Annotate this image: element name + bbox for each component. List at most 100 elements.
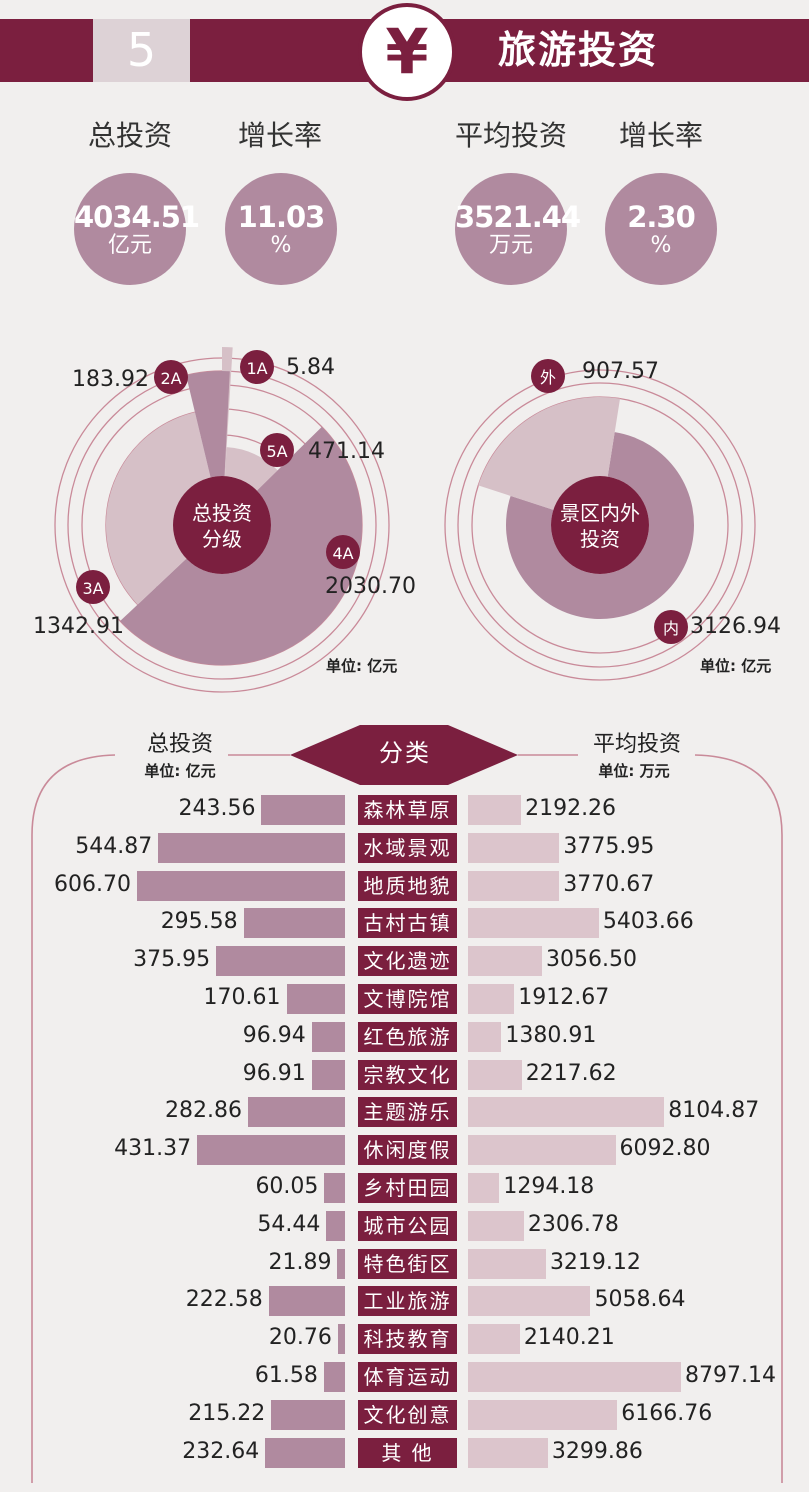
bar-left-header: 总投资 <box>146 732 213 757</box>
stat-growth-rate-2: 2.30 % <box>605 173 717 285</box>
badge-5a <box>260 433 294 467</box>
slice-name-2a: 2A <box>160 369 181 388</box>
average-investment-bar <box>468 1362 681 1392</box>
location-chart-rings <box>444 369 756 681</box>
average-investment-bar <box>468 1021 502 1052</box>
page-title: 旅游投资 <box>498 28 659 72</box>
average-investment-value: 3775.95 <box>563 833 655 859</box>
badge-outside <box>531 359 565 393</box>
total-investment-bar <box>216 946 345 977</box>
average-investment-bar <box>468 908 599 939</box>
location-chart-slices <box>478 397 694 619</box>
average-investment-value: 3299.86 <box>551 1438 643 1464</box>
stat-growth-rate: 11.03 % <box>225 173 337 285</box>
slice-value-1a: 5.84 <box>286 355 335 380</box>
location-center-line-2: 投资 <box>580 527 620 551</box>
yen-icon: ¥ <box>358 3 456 101</box>
category-label: 其 他 <box>358 1437 457 1468</box>
category-label: 工业旅游 <box>358 1286 457 1317</box>
slice-5a <box>224 447 278 491</box>
slice-outside <box>478 397 621 510</box>
badge-2a <box>154 360 188 394</box>
average-investment-value: 1912.67 <box>518 985 610 1010</box>
slice-name-5a: 5A <box>266 442 287 461</box>
stat-value: 4034.51 <box>74 200 200 234</box>
total-investment-bar <box>268 1286 345 1317</box>
location-center-line-1: 景区内外 <box>560 501 640 525</box>
badge-1a <box>240 350 274 384</box>
total-investment-value: 295.58 <box>160 909 238 935</box>
average-investment-value: 1294.18 <box>503 1174 595 1199</box>
total-investment-bar <box>197 1135 345 1166</box>
total-investment-value: 96.94 <box>242 1022 306 1048</box>
radial-charts: 总投资 分级 1A 5.84 2A 183.92 5A 471.14 4A 20… <box>33 347 781 693</box>
slice-name-inside: 内 <box>663 619 679 638</box>
slice-value-4a: 2030.70 <box>325 574 416 599</box>
total-investment-bar <box>137 870 345 901</box>
average-investment-bar <box>468 946 542 977</box>
category-label: 科技教育 <box>358 1324 457 1355</box>
badge-inside <box>654 610 688 644</box>
total-investment-bar <box>311 1059 345 1090</box>
slice-3a <box>106 412 211 605</box>
bar-section-frame <box>31 725 783 1483</box>
category-label: 文博院馆 <box>358 984 457 1014</box>
average-investment-bar <box>468 1248 546 1279</box>
average-investment-bar <box>468 795 522 825</box>
stat-label-average: 平均投资 <box>454 119 567 152</box>
bar-right-unit: 单位: 万元 <box>598 762 670 780</box>
average-investment-value: 3056.50 <box>546 947 637 973</box>
average-investment-value: 3770.67 <box>563 871 655 897</box>
slice-value-5a: 471.14 <box>308 439 385 464</box>
grade-chart-center <box>173 476 271 574</box>
total-investment-value: 243.56 <box>178 796 256 821</box>
total-investment-value: 96.91 <box>242 1060 306 1086</box>
total-investment-bar <box>286 984 345 1014</box>
average-investment-bar <box>468 1135 616 1166</box>
stat-average-investment: 3521.44 万元 <box>455 173 581 285</box>
slice-4a <box>120 426 363 666</box>
slice-name-4a: 4A <box>332 544 353 563</box>
stat-unit: 亿元 <box>107 233 152 258</box>
category-label: 森林草原 <box>358 795 457 825</box>
unit-note-right: 单位: 亿元 <box>700 657 771 675</box>
category-label: 休闲度假 <box>358 1135 457 1166</box>
total-investment-value: 232.64 <box>182 1438 260 1464</box>
category-label: 红色旅游 <box>358 1021 457 1052</box>
bar-left-unit: 单位: 亿元 <box>144 762 216 780</box>
average-investment-bar <box>468 1324 520 1355</box>
total-investment-value: 20.76 <box>268 1325 332 1351</box>
total-investment-bar <box>311 1021 345 1052</box>
stat-label-total: 总投资 <box>87 119 172 152</box>
total-investment-bar <box>337 1248 345 1279</box>
category-label: 文化遗迹 <box>358 946 457 977</box>
average-investment-value: 8104.87 <box>668 1098 760 1124</box>
grade-center-line-2: 分级 <box>202 527 242 551</box>
category-label: 文化创意 <box>358 1399 457 1430</box>
average-investment-bar <box>468 1399 618 1430</box>
total-investment-bar <box>326 1210 345 1241</box>
slice-name-1a: 1A <box>246 359 267 378</box>
total-investment-value: 61.58 <box>254 1363 318 1388</box>
average-investment-value: 2192.26 <box>525 796 617 821</box>
average-investment-value: 3219.12 <box>549 1249 641 1275</box>
average-investment-bar <box>468 1286 591 1317</box>
category-label: 古村古镇 <box>358 908 457 939</box>
category-label: 地质地貌 <box>358 870 457 901</box>
stat-label-growth-2: 增长率 <box>618 119 703 152</box>
average-investment-bar <box>468 1437 548 1468</box>
category-label: 主题游乐 <box>358 1097 457 1128</box>
slice-2a <box>186 371 230 478</box>
total-investment-value: 431.37 <box>114 1136 192 1162</box>
slice-name-outside: 外 <box>540 368 556 387</box>
total-investment-bar <box>158 832 345 863</box>
average-investment-bar <box>468 984 515 1014</box>
total-investment-bar <box>323 1362 345 1392</box>
category-label: 乡村田园 <box>358 1173 457 1203</box>
stat-total-investment: 4034.51 亿元 <box>74 173 200 285</box>
slice-name-3a: 3A <box>82 579 103 598</box>
stat-unit: % <box>650 233 672 258</box>
average-investment-bar <box>468 1173 500 1203</box>
category-label: 特色街区 <box>358 1248 457 1279</box>
total-investment-bar <box>337 1324 345 1355</box>
